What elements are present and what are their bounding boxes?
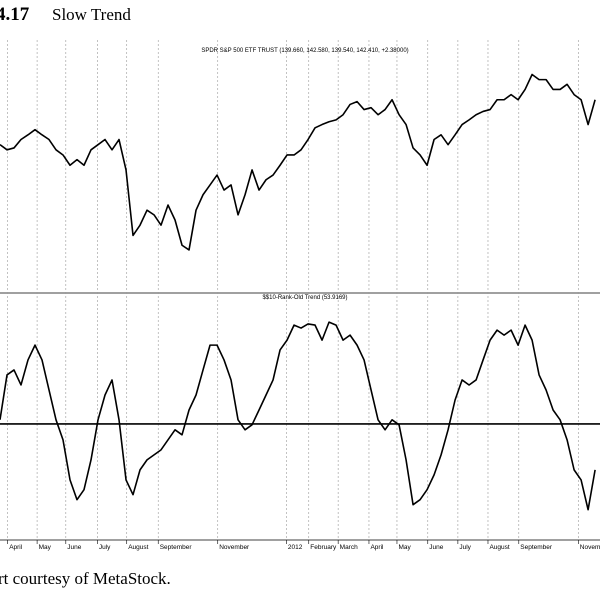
x-tick-label: July — [99, 544, 111, 551]
x-tick-label: July — [459, 544, 471, 551]
x-tick-label: June — [429, 544, 443, 551]
chart-title: SPDR S&P 500 ETF TRUST (139.660, 142.580… — [201, 48, 408, 54]
x-tick-label: November — [580, 544, 600, 551]
x-tick-label: May — [39, 544, 52, 551]
figure-number: 4.17 — [0, 4, 30, 25]
series-line — [0, 73, 596, 251]
x-tick-label: April — [370, 544, 384, 551]
x-tick-label: September — [160, 544, 193, 551]
x-tick-label: September — [520, 544, 553, 551]
x-tick-label: March — [340, 544, 358, 551]
figure-credit: rt courtesy of MetaStock. — [0, 569, 171, 588]
figure-title: Slow Trend — [52, 5, 131, 24]
x-tick-label: August — [128, 544, 148, 551]
x-tick-label: April — [9, 544, 23, 551]
x-tick-label: August — [489, 544, 509, 551]
x-tick-label: May — [398, 544, 411, 551]
x-tick-label: November — [219, 544, 250, 551]
x-tick-label: June — [67, 544, 81, 551]
series-line — [0, 321, 596, 511]
x-tick-label: 2012 — [288, 544, 303, 551]
x-tick-label: February — [310, 544, 337, 551]
chart-title: $$10-Rank-Old Trend (53.9169) — [262, 295, 347, 301]
